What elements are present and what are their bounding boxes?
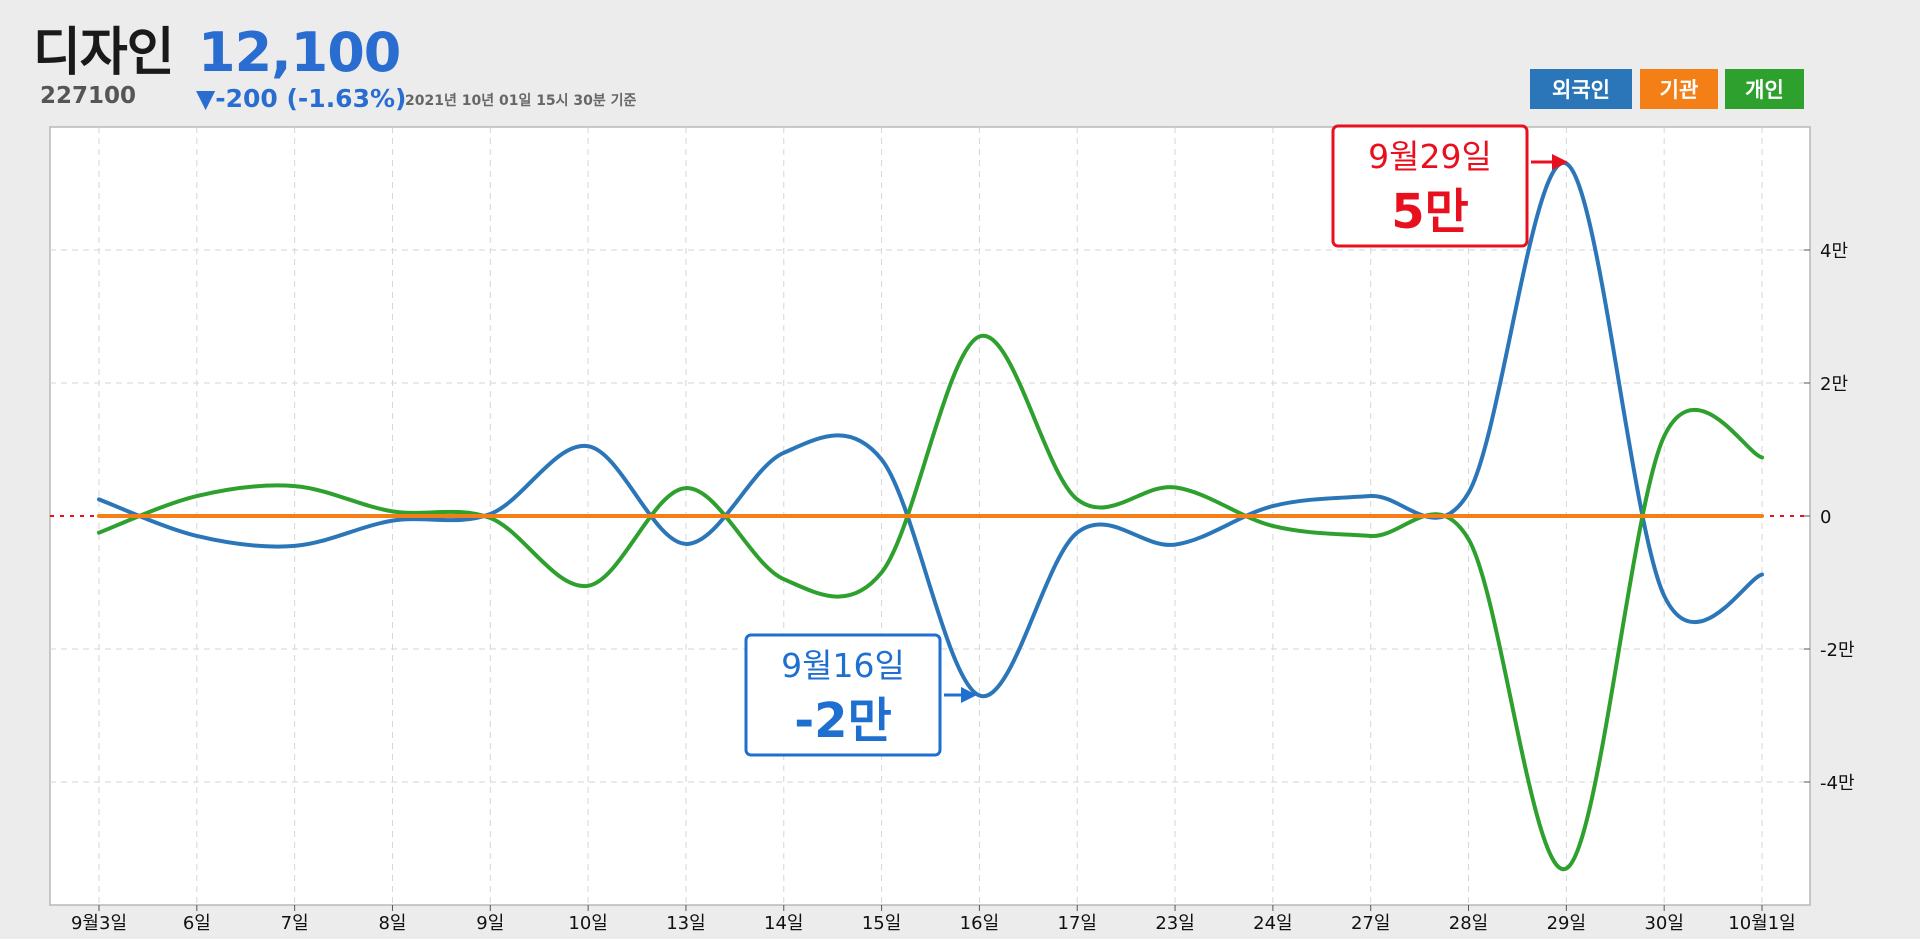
annotation-date: 9월29일: [1368, 137, 1492, 176]
x-tick-label: 13일: [666, 913, 705, 934]
x-tick-label: 9일: [476, 913, 504, 934]
y-tick-label: 4만: [1820, 241, 1848, 262]
annotation-callout: 9월16일 -2만: [744, 633, 977, 757]
stock-code: 227100: [40, 83, 137, 109]
price-change: ▼-200 (-1.63%): [196, 84, 407, 113]
x-tick-label: 27일: [1351, 913, 1390, 934]
x-tick-label: 10일: [568, 913, 607, 934]
y-tick-label: 2만: [1820, 374, 1848, 395]
annotation-arrow-head: [1552, 154, 1568, 170]
legend-institution-button[interactable]: 기관: [1640, 69, 1718, 109]
annotation-box: [1331, 124, 1529, 248]
y-tick-label: 0: [1820, 507, 1831, 528]
x-tick-label: 29일: [1547, 913, 1586, 934]
x-tick-label: 24일: [1253, 913, 1292, 934]
x-tick-label: 14일: [764, 913, 803, 934]
stock-name: 디자인: [33, 23, 175, 83]
timestamp: 2021년 10년 01일 15시 30분 기준: [405, 93, 637, 109]
x-tick-label: 23일: [1155, 913, 1194, 934]
annotation-box: [744, 633, 942, 757]
annotation-arrow-head: [961, 687, 977, 703]
x-tick-label: 15일: [862, 913, 901, 934]
x-tick-label: 16일: [960, 913, 999, 934]
y-tick-label: -4만: [1820, 773, 1855, 794]
stock-price: 12,100: [198, 21, 401, 84]
x-tick-label: 6일: [183, 913, 211, 934]
annotation-callout: 9월29일 5만: [1331, 124, 1568, 248]
annotation-value: 5만: [1391, 184, 1469, 240]
series-foreign-line: [97, 161, 1764, 699]
x-tick-label: 8일: [378, 913, 406, 934]
x-tick-label: 9월3일: [71, 913, 127, 934]
annotation-date: 9월16일: [781, 646, 905, 685]
x-tick-label: 30일: [1644, 913, 1683, 934]
x-tick-label: 28일: [1449, 913, 1488, 934]
x-tick-label: 10월1일: [1728, 913, 1795, 934]
x-tick-label: 17일: [1058, 913, 1097, 934]
y-tick-label: -2만: [1820, 640, 1855, 661]
series-individual-line: [97, 333, 1764, 871]
legend-individual-button[interactable]: 개인: [1725, 69, 1804, 109]
x-tick-label: 7일: [281, 913, 309, 934]
annotation-value: -2만: [794, 693, 891, 749]
legend-foreign-button[interactable]: 외국인: [1530, 69, 1632, 109]
